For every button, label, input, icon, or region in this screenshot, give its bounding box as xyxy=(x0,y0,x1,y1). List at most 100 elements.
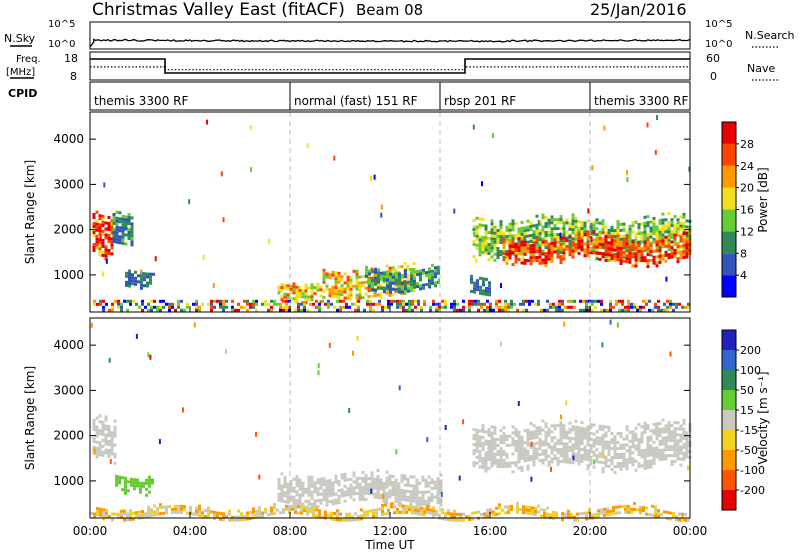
heatmap-cell xyxy=(685,243,689,247)
heatmap-cell xyxy=(568,253,572,257)
heatmap-cell xyxy=(128,281,131,285)
heatmap-cell xyxy=(99,507,102,511)
heatmap-cell xyxy=(481,448,485,451)
heatmap-cell xyxy=(399,305,402,309)
heatmap-cell xyxy=(376,496,380,499)
heatmap-cell xyxy=(661,439,665,443)
heatmap-cell xyxy=(622,222,626,226)
heatmap-cell xyxy=(664,244,668,248)
heatmap-cell xyxy=(373,486,377,490)
heatmap-cell xyxy=(295,490,299,494)
heatmap-cell xyxy=(313,502,317,506)
heatmap-cell xyxy=(129,509,132,513)
heatmap-cell xyxy=(213,305,216,309)
heatmap-cell xyxy=(304,487,308,491)
heatmap-cell xyxy=(475,455,479,459)
heatmap-cell xyxy=(333,512,336,515)
heatmap-cell xyxy=(286,296,290,300)
heatmap-cell xyxy=(439,497,443,501)
heatmap-cell xyxy=(640,256,644,260)
heatmap-cell xyxy=(559,433,563,437)
sky-panel: N.Sky 10^5 10^0 10^5 10^0 N.Search xyxy=(4,19,795,50)
heatmap-cell xyxy=(240,518,243,522)
heatmap-cell xyxy=(434,272,437,276)
heatmap-cell xyxy=(372,302,375,306)
heatmap-cell xyxy=(418,499,422,503)
heatmap-cell xyxy=(538,258,542,262)
heatmap-cell xyxy=(488,281,491,285)
heatmap-cell xyxy=(607,250,611,254)
heatmap-cell xyxy=(113,431,117,435)
heatmap-cell xyxy=(664,242,668,246)
heatmap-cell xyxy=(577,236,581,240)
heatmap-cell xyxy=(319,492,323,496)
heatmap-cell xyxy=(490,234,494,238)
heatmap-cell xyxy=(115,210,119,214)
heatmap-cell xyxy=(571,428,575,432)
heatmap-cell xyxy=(538,223,542,227)
heatmap-cell xyxy=(482,283,485,287)
heatmap-cell xyxy=(92,446,96,449)
heatmap-cell xyxy=(610,251,614,255)
heatmap-cell xyxy=(634,220,638,224)
heatmap-cell xyxy=(427,499,431,503)
heatmap-cell xyxy=(567,305,570,309)
heatmap-cell xyxy=(571,252,575,256)
heatmap-cell xyxy=(649,220,653,224)
heatmap-cell xyxy=(597,509,600,513)
heatmap-cell xyxy=(619,443,623,447)
heatmap-cell xyxy=(488,284,491,288)
velocity-colorbar-swatch xyxy=(722,490,736,510)
heatmap-cell xyxy=(637,246,641,250)
heatmap-cell xyxy=(429,305,432,309)
heatmap-cell xyxy=(643,448,647,452)
heatmap-cell xyxy=(538,426,542,430)
heatmap-cell xyxy=(343,272,347,276)
heatmap-cell xyxy=(667,233,671,237)
heatmap-cell xyxy=(394,496,398,500)
heatmap-cell xyxy=(110,246,114,250)
heatmap-cell xyxy=(334,480,338,484)
heatmap-cell xyxy=(577,226,581,230)
heatmap-cell xyxy=(379,292,383,296)
heatmap-cell xyxy=(517,249,521,253)
heatmap-cell xyxy=(102,514,105,518)
heatmap-cell xyxy=(379,481,383,485)
velocity-colorbar-tick: -50 xyxy=(740,444,758,457)
heatmap-cell xyxy=(639,305,642,309)
heatmap-cell xyxy=(559,448,563,452)
heatmap-cell xyxy=(234,308,237,312)
heatmap-cell xyxy=(367,492,371,495)
heatmap-cell xyxy=(358,485,362,489)
heatmap-cell xyxy=(134,270,137,274)
heatmap-cell xyxy=(510,305,513,309)
heatmap-cell xyxy=(562,254,566,258)
heatmap-cell xyxy=(283,500,287,504)
heatmap-cell xyxy=(286,293,290,297)
heatmap-cell xyxy=(357,517,360,521)
heatmap-cell xyxy=(246,514,249,518)
heatmap-cell xyxy=(475,243,479,247)
heatmap-cell xyxy=(365,271,368,275)
heatmap-cell xyxy=(571,449,575,453)
heatmap-cell xyxy=(514,431,518,434)
heatmap-cell xyxy=(652,255,656,259)
heatmap-cell xyxy=(412,268,416,271)
heatmap-cell xyxy=(473,290,476,294)
heatmap-cell xyxy=(562,436,566,440)
heatmap-cell xyxy=(246,308,249,312)
heatmap-cell xyxy=(124,491,127,495)
heatmap-cell xyxy=(115,474,118,478)
cpid-segment-label: themis 3300 RF xyxy=(94,94,188,108)
heatmap-cell xyxy=(147,508,150,512)
frequency-trace xyxy=(90,58,690,74)
heatmap-cell xyxy=(493,240,497,244)
heatmap-cell xyxy=(482,292,485,296)
heatmap-cell xyxy=(105,302,108,306)
heatmap-cell xyxy=(456,518,459,522)
heatmap-cell xyxy=(511,219,515,223)
heatmap-cell xyxy=(682,454,686,458)
heatmap-cell xyxy=(535,235,539,239)
heatmap-cell xyxy=(165,508,168,512)
